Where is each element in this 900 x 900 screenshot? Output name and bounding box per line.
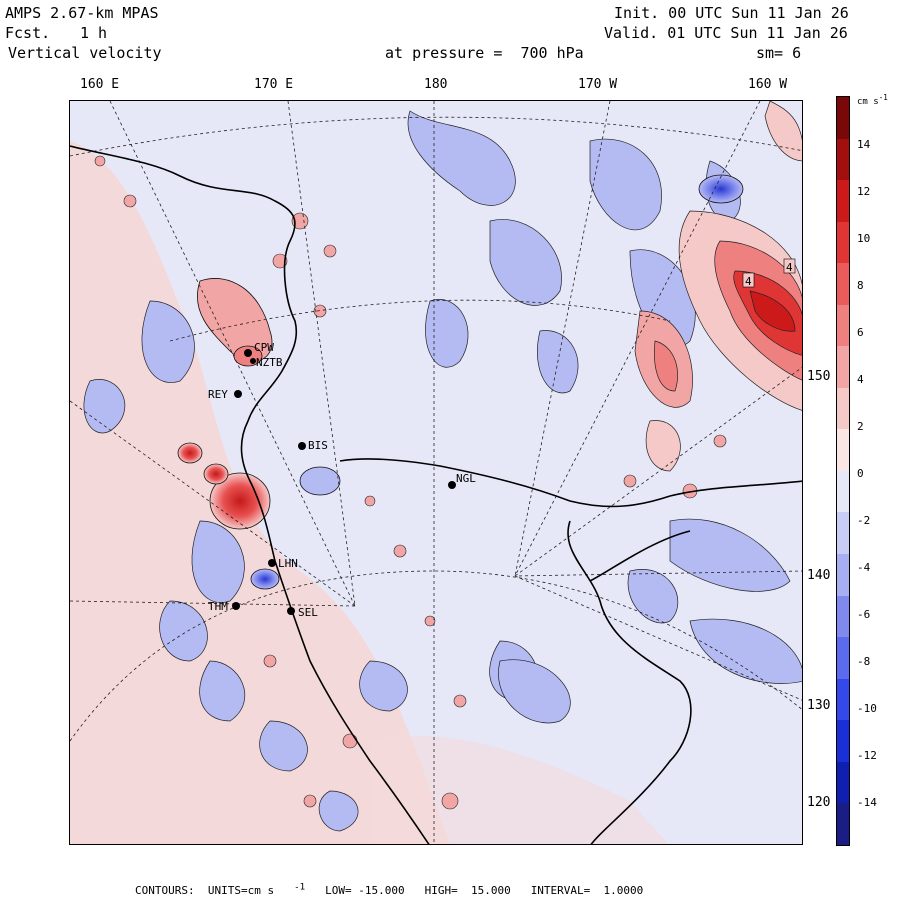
colorbar-segment <box>837 138 849 181</box>
valid-time: Valid. 01 UTC Sun 11 Jan 26 <box>604 24 848 42</box>
station-labels: CPW NZTB REY BIS NGL LHN THM SEL <box>208 341 476 619</box>
colorbar-segment <box>837 304 849 347</box>
colorbar-tick-label: 8 <box>857 279 864 292</box>
lon-label-160w: 160 W <box>748 77 788 92</box>
colorbar-segment <box>837 221 849 264</box>
station-ngl[interactable] <box>448 481 456 489</box>
station-label-nztb: NZTB <box>256 356 283 369</box>
lon-label-170w: 170 W <box>578 77 618 92</box>
colorbar-segment <box>837 429 849 471</box>
colorbar-tick-label: 4 <box>857 373 864 386</box>
colorbar-segment <box>837 470 849 513</box>
field-title: Vertical velocity <box>8 44 162 62</box>
map-panel[interactable]: CPW NZTB REY BIS NGL LHN THM SEL 4 4 <box>69 100 803 845</box>
colorbar-segment <box>837 180 849 222</box>
footer-high: HIGH= 15.000 <box>424 883 511 897</box>
station-markers <box>232 349 456 615</box>
colorbar-segment <box>837 678 849 721</box>
graticule <box>70 101 802 844</box>
colorbar <box>836 96 850 846</box>
map-canvas: CPW NZTB REY BIS NGL LHN THM SEL 4 4 <box>70 101 802 844</box>
forecast-label: Fcst. <box>5 24 51 42</box>
station-label-lhn: LHN <box>278 557 298 570</box>
positive-speckles <box>94 155 727 810</box>
contour-label-1: 4 <box>745 275 752 288</box>
forecast-value: 1 h <box>80 24 108 42</box>
station-cpw[interactable] <box>244 349 252 357</box>
station-label-bis: BIS <box>308 439 328 452</box>
station-bis[interactable] <box>298 442 306 450</box>
colorbar-tick-label: 2 <box>857 420 864 433</box>
colorbar-segment <box>837 512 849 555</box>
station-nztb[interactable] <box>250 358 256 364</box>
colorbar-tick-label: -10 <box>857 702 877 715</box>
colorbar-tick-label: 6 <box>857 326 864 339</box>
lon-label-180: 180 <box>424 77 448 92</box>
station-label-ngl: NGL <box>456 472 476 485</box>
colorbar-tick-label: -14 <box>857 796 877 809</box>
station-label-sel: SEL <box>298 606 318 619</box>
smoothing: sm= 6 <box>756 44 802 62</box>
station-thm[interactable] <box>232 602 240 610</box>
colorbar-segment <box>837 803 849 845</box>
station-sel[interactable] <box>287 607 295 615</box>
colorbar-segment <box>837 595 849 638</box>
colorbar-tick-label: -4 <box>857 561 871 574</box>
colorbar-tick-label: -8 <box>857 655 871 668</box>
station-label-cpw: CPW <box>254 341 274 354</box>
colorbar-segment <box>837 263 849 305</box>
footer-interval: INTERVAL= 1.0000 <box>530 883 644 897</box>
positive-region-south <box>370 735 669 844</box>
pressure-level: at pressure = 700 hPa <box>385 44 584 62</box>
colorbar-tick-label: -2 <box>857 514 871 527</box>
model-title: AMPS 2.67-km MPAS <box>5 4 159 22</box>
coastline <box>70 145 802 844</box>
lon-label-170e: 170 E <box>254 77 294 92</box>
contour-labels: 4 4 <box>742 258 796 288</box>
colorbar-tick-label: 12 <box>857 185 871 198</box>
station-label-rey: REY <box>208 388 228 401</box>
positive-system-east <box>634 101 802 472</box>
colorbar-segment <box>837 720 849 762</box>
colorbar-units: cm s-1 <box>857 93 888 107</box>
colorbar-segment <box>837 346 849 388</box>
colorbar-tick-label: 0 <box>857 467 864 480</box>
colorbar-segment <box>837 554 849 596</box>
colorbar-tick-label: -12 <box>857 749 877 762</box>
footer-low: LOW= -15.000 <box>325 883 405 897</box>
colorbar-tick-label: 10 <box>857 232 871 245</box>
colorbar-segment <box>837 97 849 139</box>
strong-negative-core <box>698 174 744 204</box>
lon-label-160e: 160 E <box>80 77 120 92</box>
colorbar-segment <box>837 637 849 679</box>
station-rey[interactable] <box>234 390 242 398</box>
init-time: Init. 00 UTC Sun 11 Jan 26 <box>614 4 849 22</box>
footer-contours: CONTOURS: UNITS=cm s -1 LOW= -15.000 HIGH= … <box>135 881 644 897</box>
colorbar-tick-label: -6 <box>857 608 871 621</box>
station-label-thm: THM <box>208 600 228 613</box>
colorbar-tick-label: 14 <box>857 138 871 151</box>
station-lhn[interactable] <box>268 559 276 567</box>
colorbar-segment <box>837 761 849 804</box>
colorbar-segment <box>837 387 849 430</box>
contour-label-2: 4 <box>786 261 793 274</box>
